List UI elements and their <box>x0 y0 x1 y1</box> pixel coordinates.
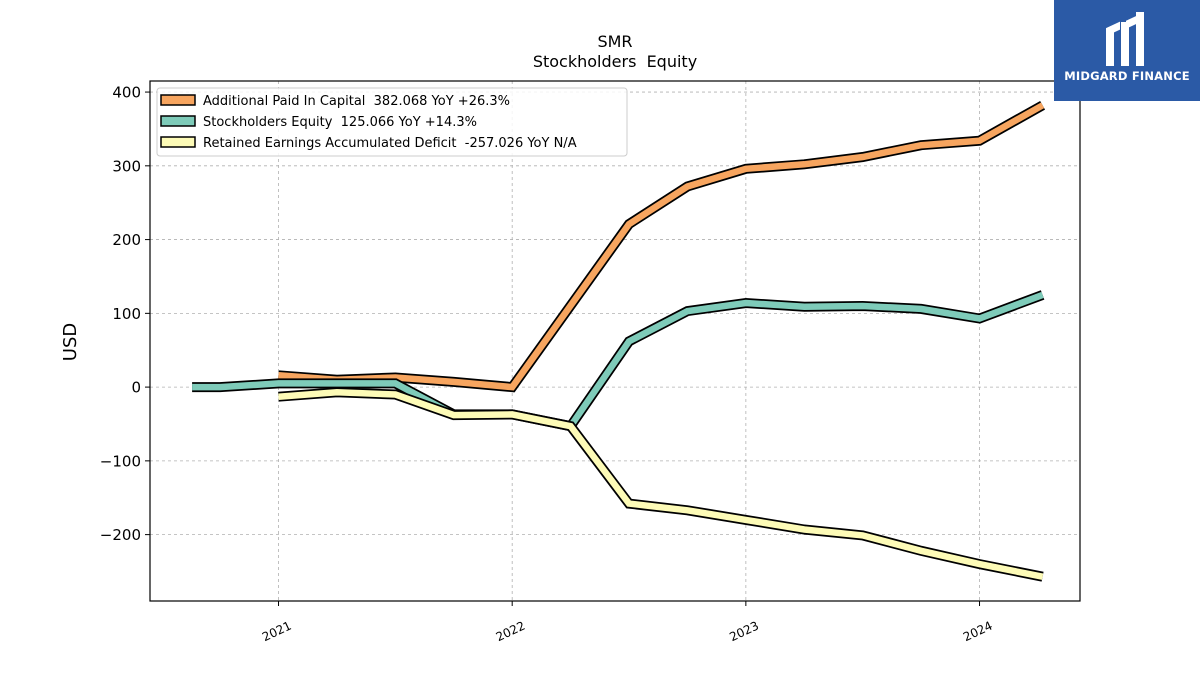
x-tick-label: 2024 <box>961 619 995 645</box>
plot-frame <box>149 80 1081 602</box>
legend-swatch <box>160 94 196 106</box>
y-tick-label: 200 <box>112 231 141 249</box>
series-lines <box>192 100 1046 582</box>
y-tick-label: −100 <box>100 452 141 470</box>
legend-label: Retained Earnings Accumulated Deficit -2… <box>203 136 577 151</box>
legend-label: Stockholders Equity 125.066 YoY +14.3% <box>203 115 477 130</box>
legend-box <box>156 87 628 157</box>
series-line <box>278 389 1044 580</box>
brand-logo: MIDGARD FINANCE <box>1054 0 1200 101</box>
y-tick-label: 100 <box>112 305 141 323</box>
chart-title: SMR <box>597 32 632 51</box>
x-tick-label: 2022 <box>494 619 528 645</box>
legend-label: Additional Paid In Capital 382.068 YoY +… <box>203 94 510 109</box>
brand-name: MIDGARD FINANCE <box>1064 69 1190 83</box>
legend: Additional Paid In Capital 382.068 YoY +… <box>156 87 628 157</box>
y-tick-label: 300 <box>112 157 141 175</box>
legend-swatch <box>160 115 196 127</box>
legend-swatch <box>160 136 196 148</box>
y-tick-label: 400 <box>112 84 141 102</box>
series-line <box>278 102 1045 391</box>
grid <box>150 81 1080 601</box>
chart-subtitle: Stockholders Equity <box>533 52 697 71</box>
y-tick-label: 0 <box>131 379 141 397</box>
x-tick-label: 2023 <box>727 619 761 645</box>
midgard-logo-icon <box>1106 12 1144 66</box>
y-tick-label: −200 <box>100 526 141 544</box>
axis-ticks: 400 300 200 100 0 −100 −200 2021 2022 2023 2024 <box>100 84 995 645</box>
series-line <box>192 291 1044 430</box>
x-tick-label: 2021 <box>260 619 294 645</box>
y-axis-label: USD <box>60 323 81 361</box>
